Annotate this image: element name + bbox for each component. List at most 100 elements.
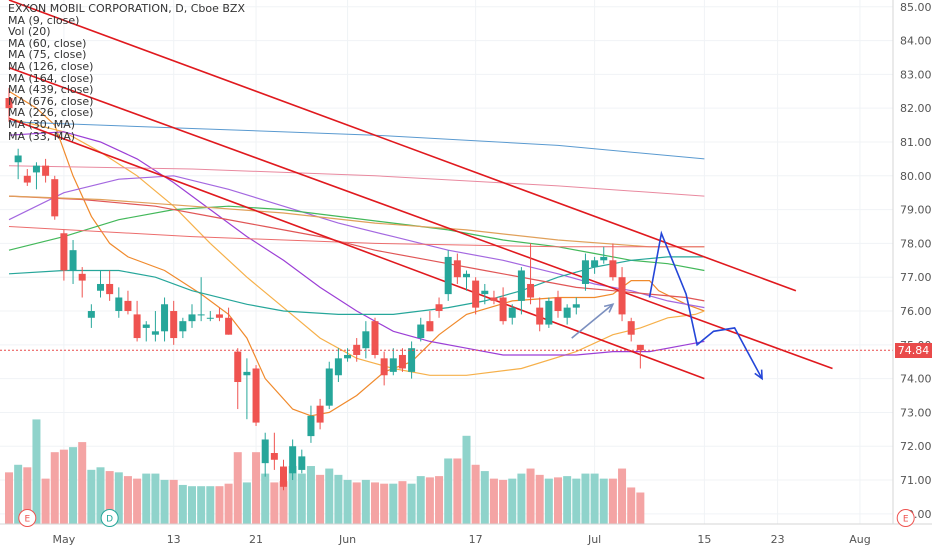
- volume-bar: [279, 481, 288, 524]
- candle: [151, 311, 159, 342]
- volume-bar: [169, 479, 178, 524]
- legend-item[interactable]: MA (9, close): [8, 13, 80, 27]
- candle-body: [170, 311, 178, 339]
- candle-body: [398, 354, 406, 369]
- candle: [591, 256, 599, 274]
- candle-body: [280, 466, 287, 487]
- legend-item[interactable]: MA (126, close): [8, 59, 94, 73]
- candle-body: [426, 321, 434, 332]
- time-tick-label: Aug: [849, 533, 870, 546]
- candle: [133, 300, 141, 342]
- candle: [5, 87, 13, 122]
- candle-body: [371, 321, 379, 355]
- moving-average-line: [8, 205, 705, 272]
- volume-bar: [563, 476, 572, 524]
- legend-title[interactable]: EXXON MOBIL CORPORATION, D, Cboe BZX: [8, 2, 245, 15]
- volume-bar: [123, 476, 132, 524]
- candle: [426, 311, 434, 332]
- volume-bar: [554, 477, 562, 524]
- volume-bar: [618, 468, 627, 524]
- candle: [87, 304, 95, 328]
- candle: [280, 459, 287, 491]
- candle: [545, 297, 553, 328]
- candle-body: [115, 297, 123, 312]
- legend-item[interactable]: MA (75, close): [8, 48, 87, 62]
- candle: [554, 290, 562, 318]
- candle-body: [408, 348, 416, 372]
- candle: [334, 348, 342, 383]
- price-tick-label: 73.00: [900, 406, 932, 419]
- moving-average-line: [8, 175, 705, 309]
- moving-average-line: [8, 195, 705, 302]
- volume-bar: [224, 483, 233, 524]
- volume-bar: [544, 478, 553, 524]
- candle-body: [78, 273, 86, 281]
- candle-body: [636, 344, 644, 351]
- candle: [380, 351, 388, 386]
- time-axis[interactable]: May 13 21 Jun 17 Jul 15 23 Aug: [53, 533, 871, 546]
- candle: [344, 348, 352, 362]
- candle-body: [517, 270, 525, 301]
- volume-bar: [462, 435, 471, 524]
- price-candles: [5, 87, 644, 491]
- legend-item[interactable]: MA (30, MA): [8, 117, 76, 131]
- candle-body: [252, 368, 260, 423]
- candle: [42, 158, 50, 183]
- candle: [435, 297, 443, 318]
- candle: [161, 297, 169, 342]
- candle: [481, 283, 489, 305]
- candle: [270, 432, 278, 470]
- candle: [453, 253, 461, 284]
- price-tick-label: 85.00: [900, 1, 932, 14]
- candle: [472, 277, 480, 315]
- candle-body: [243, 371, 251, 376]
- candle: [51, 175, 59, 220]
- candle: [23, 169, 31, 186]
- legend-item[interactable]: Vol (20): [8, 25, 51, 39]
- candle-body: [197, 314, 205, 316]
- volume-bar: [197, 486, 206, 524]
- candle-body: [344, 354, 352, 359]
- volume-bar: [87, 469, 96, 524]
- price-tick-label: 82.00: [900, 102, 932, 115]
- candle-body: [23, 175, 31, 183]
- legend-item[interactable]: MA (33, MA): [8, 129, 76, 143]
- candle-body: [618, 277, 626, 315]
- candle: [517, 267, 525, 315]
- candle: [325, 361, 333, 410]
- candle: [636, 344, 644, 369]
- candle: [215, 307, 223, 322]
- candle: [106, 270, 114, 301]
- volume-bar: [114, 472, 123, 524]
- legend-item[interactable]: MA (439, close): [8, 83, 94, 97]
- legend-item[interactable]: MA (164, close): [8, 71, 94, 85]
- volume-bar: [398, 481, 407, 524]
- volume-bar: [389, 483, 398, 524]
- candle: [142, 321, 150, 342]
- candle-body: [554, 297, 562, 312]
- volume-bar: [133, 478, 142, 524]
- volume-bar: [371, 482, 379, 524]
- volume-bar: [206, 486, 215, 524]
- price-tick-label: 78.00: [900, 237, 932, 250]
- candle-body: [499, 297, 507, 322]
- legend-item[interactable]: MA (60, close): [8, 36, 87, 50]
- volume-bar: [316, 474, 325, 524]
- candle-body: [225, 317, 233, 335]
- price-tick-label: 84.00: [900, 35, 932, 48]
- volume-bar: [178, 484, 187, 524]
- candle: [499, 287, 507, 325]
- indicator-legend[interactable]: EXXON MOBIL CORPORATION, D, Cboe BZX MA …: [8, 3, 245, 142]
- candle: [206, 311, 214, 322]
- candle-body: [591, 260, 599, 268]
- moving-average-line: [8, 256, 705, 315]
- candle: [490, 290, 498, 305]
- legend-item[interactable]: MA (676, close): [8, 94, 94, 108]
- candle-body: [69, 250, 77, 271]
- volume-bar: [599, 478, 608, 524]
- legend-item[interactable]: MA (226, close): [8, 106, 94, 120]
- candle-body: [508, 307, 516, 318]
- price-tick-label: 77.00: [900, 271, 932, 284]
